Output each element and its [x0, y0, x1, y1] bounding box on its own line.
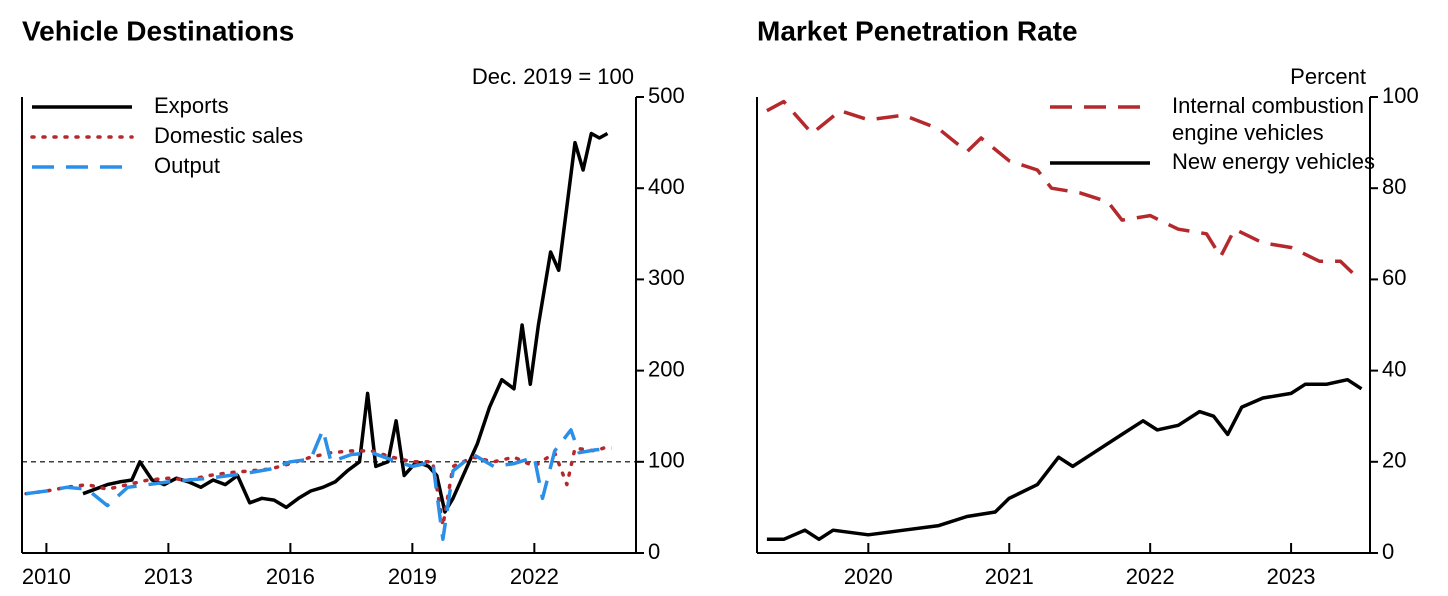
x-tick-label: 2021: [985, 564, 1034, 589]
y-tick-label: 40: [1382, 356, 1406, 381]
legend-label: Internal combustion engine vehicles: [1172, 93, 1364, 145]
x-tick-label: 2023: [1267, 564, 1316, 589]
series-line: [766, 377, 1363, 542]
y-tick-label: 20: [1382, 448, 1406, 473]
chart-title: Market Penetration Rate: [757, 15, 1078, 46]
x-tick-label: 2019: [388, 564, 437, 589]
unit-label: Percent: [1290, 64, 1366, 89]
x-tick-label: 2022: [1126, 564, 1175, 589]
legend-label: Output: [154, 153, 220, 178]
y-tick-label: 80: [1382, 174, 1406, 199]
y-tick-label: 300: [648, 265, 685, 290]
y-tick-label: 60: [1382, 265, 1406, 290]
unit-label: Dec. 2019 = 100: [472, 64, 634, 89]
y-tick-label: 500: [648, 83, 685, 108]
legend-label: New energy vehicles: [1172, 149, 1375, 174]
y-tick-label: 400: [648, 174, 685, 199]
y-tick-label: 100: [1382, 83, 1419, 108]
legend-label: Domestic sales: [154, 123, 303, 148]
x-tick-label: 2016: [266, 564, 315, 589]
series-line: [24, 443, 614, 528]
y-tick-label: 0: [648, 539, 660, 564]
series-line: [766, 99, 1356, 277]
x-tick-label: 2022: [510, 564, 559, 589]
x-tick-label: 2010: [22, 564, 71, 589]
x-tick-label: 2013: [144, 564, 193, 589]
legend-label: Exports: [154, 93, 229, 118]
y-tick-label: 0: [1382, 539, 1394, 564]
x-tick-label: 2020: [844, 564, 893, 589]
y-tick-label: 200: [648, 356, 685, 381]
y-tick-label: 100: [648, 448, 685, 473]
chart-title: Vehicle Destinations: [22, 15, 294, 46]
series-line: [25, 428, 612, 542]
